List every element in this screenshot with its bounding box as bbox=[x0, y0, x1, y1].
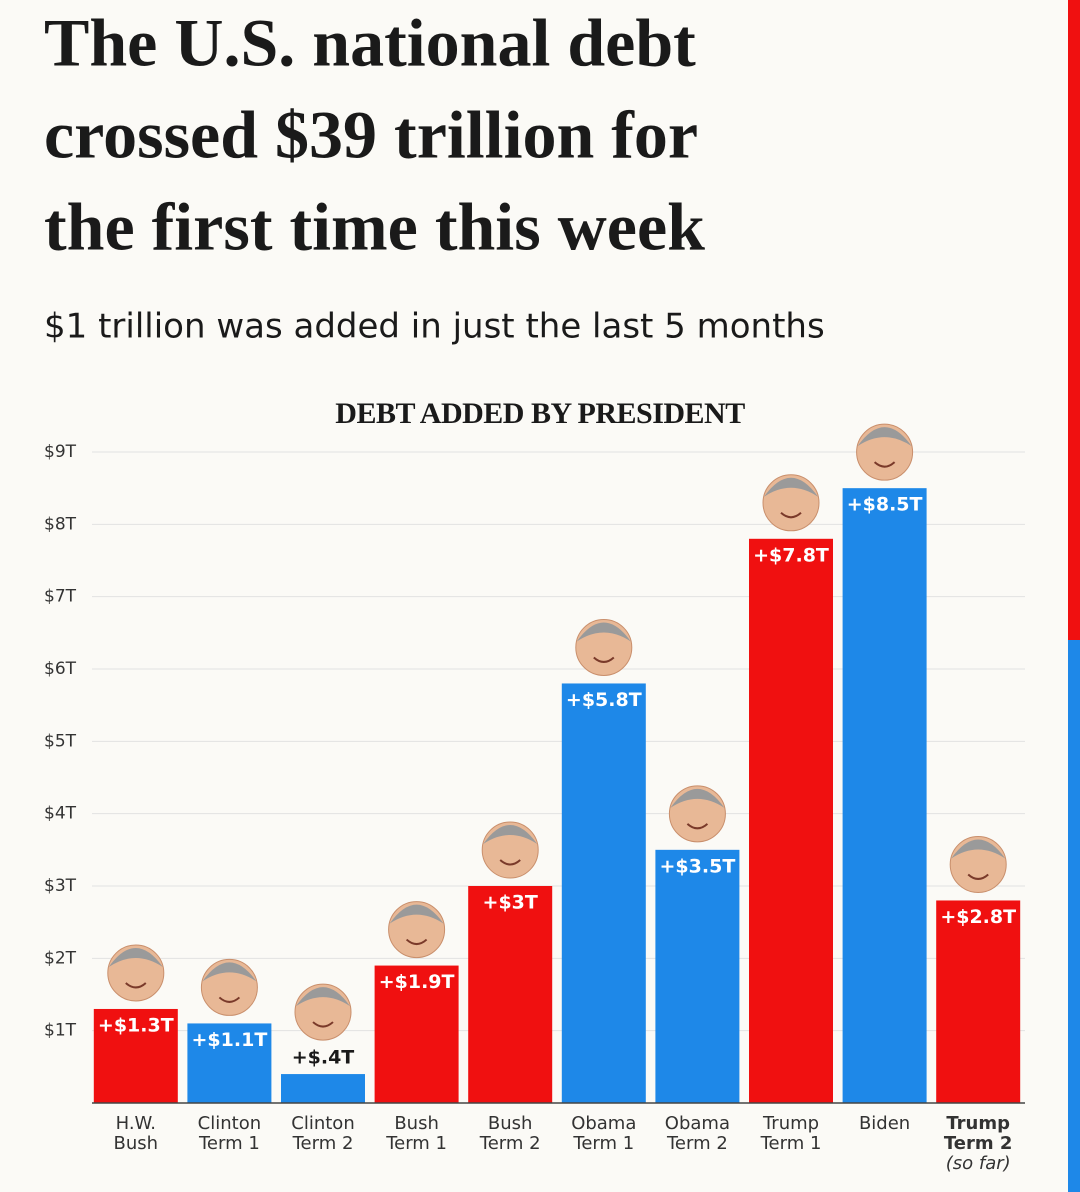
portrait-hair bbox=[764, 477, 818, 497]
bar bbox=[93, 1008, 178, 1103]
y-tick-label: $3T bbox=[44, 876, 77, 896]
chart-title: DEBT ADDED BY PRESIDENT bbox=[335, 397, 745, 430]
y-tick-label: $5T bbox=[44, 731, 77, 751]
x-tick-label: Term 2 bbox=[479, 1133, 541, 1154]
side-stripe-red bbox=[1068, 0, 1080, 640]
portrait-hair bbox=[857, 427, 912, 447]
bar bbox=[187, 1023, 272, 1103]
value-label: +$1.1T bbox=[192, 1029, 268, 1051]
value-label: +$1.9T bbox=[379, 971, 455, 993]
portrait-hair bbox=[202, 962, 257, 982]
portrait-hair bbox=[951, 839, 1006, 859]
bar bbox=[842, 488, 927, 1104]
portrait-hair bbox=[108, 947, 163, 967]
x-tick-label: Obama bbox=[571, 1113, 636, 1134]
y-tick-label: $9T bbox=[44, 442, 77, 462]
x-tick-label: Trump bbox=[946, 1113, 1010, 1134]
title-line: the first time this week bbox=[44, 189, 705, 265]
portrait-hair bbox=[483, 825, 538, 844]
portrait-hair bbox=[670, 788, 725, 808]
x-tick-label: Biden bbox=[859, 1113, 910, 1134]
x-tick-label: Term 1 bbox=[572, 1133, 634, 1154]
portrait-smile bbox=[218, 996, 241, 1003]
x-tick-label: Term 1 bbox=[198, 1133, 260, 1154]
portrait-smile bbox=[125, 982, 147, 989]
value-label: +$3T bbox=[483, 892, 538, 914]
x-tick-label: Clinton bbox=[198, 1113, 261, 1134]
side-stripe-blue bbox=[1068, 640, 1080, 1192]
title-line: crossed $39 trillion for bbox=[44, 97, 698, 173]
value-label: +$7.8T bbox=[753, 544, 829, 566]
title-line: The U.S. national debt bbox=[44, 5, 696, 81]
portrait-hair bbox=[576, 622, 631, 642]
value-label: +$5.8T bbox=[566, 689, 642, 711]
subtitle: $1 trillion was added in just the last 5… bbox=[44, 307, 825, 347]
value-label: +$3.5T bbox=[660, 855, 736, 877]
portrait-smile bbox=[780, 512, 802, 519]
portrait-smile bbox=[967, 873, 989, 880]
value-label: +$2.8T bbox=[940, 906, 1016, 928]
x-tick-label: Obama bbox=[665, 1113, 730, 1134]
portrait-smile bbox=[873, 461, 896, 468]
portrait-smile bbox=[686, 823, 709, 830]
bar bbox=[936, 900, 1021, 1103]
y-tick-label: $8T bbox=[44, 514, 77, 534]
bar bbox=[281, 1074, 365, 1103]
x-tick-label: Bush bbox=[114, 1133, 159, 1154]
x-tick-label: Term 1 bbox=[385, 1133, 447, 1154]
x-tick-label: Bush bbox=[488, 1113, 533, 1134]
y-tick-label: $2T bbox=[44, 948, 77, 968]
x-tick-label: Bush bbox=[394, 1113, 439, 1134]
x-tick-label: Trump bbox=[762, 1113, 819, 1134]
value-label: +$.4T bbox=[292, 1047, 355, 1069]
x-tick-label: Term 1 bbox=[760, 1133, 822, 1154]
y-tick-label: $4T bbox=[44, 804, 77, 824]
portrait-smile bbox=[499, 859, 521, 866]
portrait-smile bbox=[593, 656, 615, 663]
y-tick-label: $1T bbox=[44, 1021, 77, 1041]
bar bbox=[468, 886, 553, 1103]
value-label: +$1.3T bbox=[98, 1014, 174, 1036]
y-tick-label: $7T bbox=[44, 587, 77, 607]
portrait-hair bbox=[389, 904, 444, 924]
bar bbox=[749, 538, 833, 1103]
bar bbox=[374, 965, 459, 1103]
x-tick-label: Clinton bbox=[291, 1113, 354, 1134]
x-tick-label: Term 2 bbox=[666, 1133, 728, 1154]
x-tick-label: H.W. bbox=[116, 1113, 156, 1134]
portrait-hair bbox=[296, 987, 350, 1007]
bar bbox=[561, 683, 646, 1103]
portrait-smile bbox=[312, 1021, 334, 1028]
x-tick-label: (so far) bbox=[946, 1153, 1011, 1174]
y-tick-label: $6T bbox=[44, 659, 77, 679]
x-tick-label: Term 2 bbox=[292, 1133, 354, 1154]
portrait-smile bbox=[405, 938, 428, 946]
value-label: +$8.5T bbox=[847, 494, 923, 516]
x-tick-label: Term 2 bbox=[944, 1133, 1013, 1154]
bar bbox=[655, 849, 740, 1103]
